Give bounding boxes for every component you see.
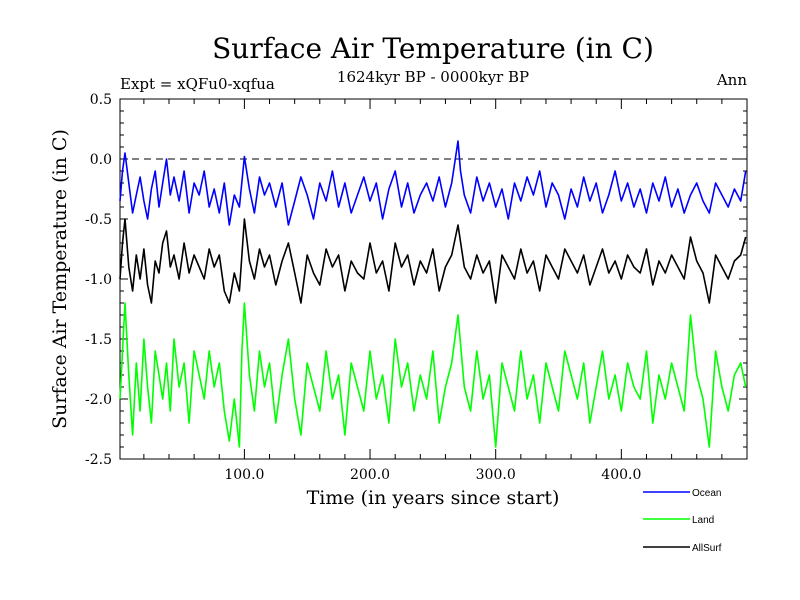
y-tick-label: -2.0 xyxy=(85,392,112,408)
y-tick-label: -1.0 xyxy=(85,272,112,288)
experiment-label: Expt = xQFu0-xqfua xyxy=(120,75,275,93)
y-tick-label: 0.0 xyxy=(90,152,112,168)
y-tick-label: -0.5 xyxy=(85,212,112,228)
series-line-ocean xyxy=(119,140,747,226)
x-axis-label: Time (in years since start) xyxy=(307,487,560,509)
y-axis-label: Surface Air Temperature (in C) xyxy=(49,129,71,429)
legend-label-allsurf: AllSurf xyxy=(692,543,722,554)
chart-title: Surface Air Temperature (in C) xyxy=(212,32,654,65)
y-tick-label: 0.5 xyxy=(90,92,112,108)
legend-label-ocean: Ocean xyxy=(692,488,721,499)
series-line-land xyxy=(119,302,747,448)
legend-label-land: Land xyxy=(692,515,714,526)
series-line-allsurf xyxy=(119,218,747,304)
y-tick-label: -2.5 xyxy=(85,452,112,468)
season-label: Ann xyxy=(716,71,747,89)
chart-subtitle: 1624kyr BP - 0000kyr BP xyxy=(337,68,529,86)
x-tick-label: 300.0 xyxy=(476,467,516,483)
plot-area: -2.5 -2.0 -1.5 -1.0 -0.5 0.0 0.5 100.0 200.0 300.… xyxy=(85,92,748,483)
plot-frame xyxy=(119,98,748,460)
x-tick-label: 100.0 xyxy=(224,467,264,483)
x-tick-label: 400.0 xyxy=(601,467,641,483)
y-tick-label: -1.5 xyxy=(85,332,112,348)
legend: Ocean Land AllSurf xyxy=(643,488,722,554)
x-tick-label: 200.0 xyxy=(350,467,390,483)
